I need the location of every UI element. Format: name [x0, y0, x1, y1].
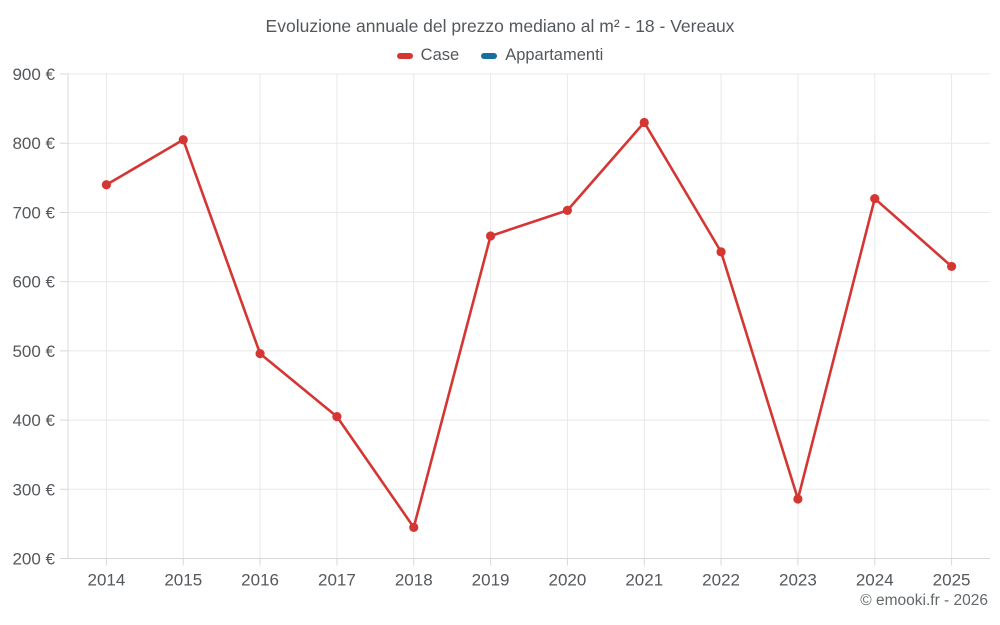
data-point-case-2022[interactable] — [716, 247, 726, 257]
y-axis-tick-label: 800 € — [12, 134, 55, 153]
y-axis-tick-label: 600 € — [12, 273, 55, 292]
series-line-case — [105, 121, 953, 529]
legend-item-appartamenti[interactable]: Appartamenti — [481, 46, 603, 65]
x-axis-tick-label: 2020 — [549, 571, 587, 590]
x-axis-tick-label: 2019 — [472, 571, 510, 590]
data-point-case-2017[interactable] — [332, 412, 342, 422]
x-axis-tick-label: 2014 — [88, 571, 126, 590]
data-point-case-2024[interactable] — [870, 193, 880, 204]
data-point-case-2023[interactable] — [793, 494, 803, 504]
chart-title: Evoluzione annuale del prezzo mediano al… — [265, 16, 735, 36]
x-axis-tick-label: 2016 — [241, 571, 279, 590]
data-point-case-2016[interactable] — [255, 349, 265, 359]
data-point-case-2021[interactable] — [639, 117, 649, 128]
chart-legend: Case Appartamenti — [0, 46, 1000, 65]
legend-swatch-appartamenti — [481, 52, 498, 59]
x-axis-tick-label: 2024 — [856, 571, 894, 590]
y-axis-tick-label: 200 € — [12, 550, 55, 569]
data-point-case-2020[interactable] — [562, 205, 573, 215]
y-axis-tick-label: 400 € — [12, 411, 55, 430]
y-axis-tick-label: 900 € — [12, 65, 55, 84]
x-axis-tick-label: 2015 — [164, 571, 202, 590]
data-point-case-2025[interactable] — [946, 261, 957, 272]
x-axis-tick-label: 2023 — [779, 571, 817, 590]
y-axis-tick-label: 300 € — [12, 480, 55, 499]
x-axis-tick-label: 2021 — [625, 571, 663, 590]
legend-label-appartamenti: Appartamenti — [505, 46, 604, 64]
x-axis-tick-label: 2018 — [395, 571, 433, 590]
legend-item-case[interactable]: Case — [396, 46, 460, 65]
x-axis-tick-label: 2022 — [702, 571, 740, 590]
data-point-case-2019[interactable] — [485, 231, 496, 241]
y-axis-tick-label: 500 € — [12, 342, 55, 361]
legend-swatch-case — [396, 52, 413, 59]
legend-label-case: Case — [420, 46, 460, 64]
x-axis-tick-label: 2017 — [318, 571, 356, 590]
data-point-case-2018[interactable] — [409, 522, 419, 532]
x-axis-tick-label: 2025 — [933, 571, 971, 590]
data-point-case-2015[interactable] — [178, 135, 188, 145]
data-point-case-2014[interactable] — [101, 180, 112, 190]
footer-credit: © emooki.fr - 2026 — [860, 592, 988, 609]
y-axis-tick-label: 700 € — [12, 203, 55, 222]
